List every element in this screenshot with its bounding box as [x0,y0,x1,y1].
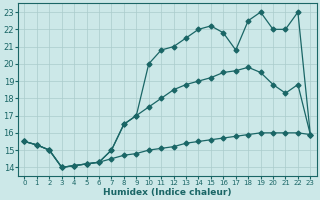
X-axis label: Humidex (Indice chaleur): Humidex (Indice chaleur) [103,188,232,197]
